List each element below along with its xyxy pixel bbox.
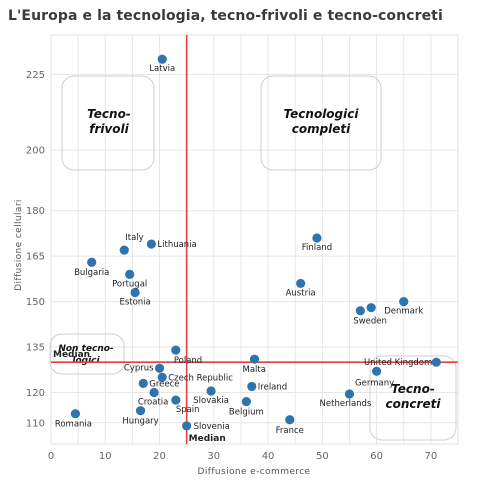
point-lithuania [146, 239, 156, 249]
y-tick-label: 135 [26, 343, 45, 354]
plot-frame [50, 34, 459, 445]
point-hungary [135, 406, 146, 416]
point-poland [171, 345, 181, 355]
chart-title: L'Europa e la tecnologia, tecno-frivoli … [8, 8, 443, 24]
quadrant-box-non-tecnologici [49, 333, 125, 375]
point-estonia [130, 287, 140, 298]
point-label-greece: Greece [149, 379, 179, 389]
point-portugal [125, 269, 135, 279]
point-label-italy: Italy [125, 233, 143, 243]
quadrant-label-non-tecnologici: Non tecno-logici [58, 344, 114, 366]
point-bulgaria [87, 257, 97, 267]
x-tick-label: 60 [370, 451, 383, 462]
y-tick-label: 200 [26, 146, 45, 157]
point-spain [171, 395, 181, 405]
y-axis-title: Diffusione cellulari [14, 199, 24, 291]
quadrant-box-tecnologici-completi [260, 75, 382, 171]
x-tick-label: 20 [153, 451, 166, 462]
x-tick-label: 10 [99, 451, 112, 462]
point-sweden [355, 306, 365, 316]
point-label-united-kingdom: United Kingdom [364, 358, 432, 368]
point-label-czech-republic: Czech Republic [168, 373, 233, 383]
x-tick-label: 0 [48, 451, 54, 462]
point-label-hungary: Hungary [122, 417, 158, 427]
grid-lines [50, 34, 459, 445]
point-label-estonia: Estonia [119, 298, 150, 308]
point-label-bulgaria: Bulgaria [74, 268, 109, 278]
median-label-vertical: Median [189, 434, 226, 444]
point-label-denmark: Denmark [384, 307, 423, 317]
point-label-malta: Malta [243, 365, 266, 375]
point-cyprus [154, 363, 165, 373]
point-label-lithuania: Lithuania [157, 240, 196, 250]
point-label-germany: Germany [355, 378, 394, 388]
point-label-slovakia: Slovakia [193, 396, 229, 406]
y-tick-label: 165 [26, 252, 45, 263]
point-slovenia [182, 421, 192, 431]
y-tick-label: 120 [26, 388, 45, 399]
point-austria [296, 278, 306, 289]
point-belgium [241, 396, 251, 407]
point-united-kingdom [431, 357, 441, 367]
x-axis-title: Diffusione e-commerce [198, 467, 311, 477]
point-label-austria: Austria [286, 288, 316, 298]
point-finland [312, 233, 322, 243]
point-label-portugal: Portugal [112, 279, 147, 289]
quadrant-label-tecno-frivoli: Tecno-frivoli [87, 107, 131, 136]
point-denmark [399, 297, 409, 307]
point-sweden [366, 303, 376, 313]
point-label-poland: Poland [174, 356, 202, 366]
point-label-latvia: Latvia [149, 64, 175, 74]
point-label-croatia: Croatia [138, 397, 169, 407]
quadrant-label-tecno-concreti: Tecno-concreti [386, 382, 442, 411]
x-tick-label: 50 [316, 451, 329, 462]
point-label-netherlands: Netherlands [320, 399, 372, 409]
point-france [285, 415, 295, 425]
y-tick-label: 225 [26, 70, 45, 81]
point-label-belgium: Belgium [229, 408, 264, 418]
x-tick-label: 70 [424, 451, 437, 462]
point-ireland [247, 381, 257, 392]
y-tick-label: 180 [26, 206, 45, 217]
point-germany [372, 366, 382, 376]
point-label-ireland: Ireland [258, 382, 287, 392]
quadrant-box-tecno-concreti [369, 355, 457, 441]
point-label-sweden: Sweden [353, 317, 387, 327]
point-croatia [149, 387, 159, 398]
point-slovakia [206, 386, 216, 396]
point-label-romania: Romania [55, 420, 92, 430]
point-latvia [157, 54, 167, 64]
point-label-finland: Finland [302, 243, 332, 253]
point-label-france: France [276, 426, 304, 436]
median-label-horizontal: Median [53, 350, 90, 360]
point-czech-republic [157, 372, 167, 382]
data-points [70, 54, 441, 431]
quadrant-box-tecno-frivoli [61, 75, 155, 171]
point-greece [138, 378, 148, 389]
point-italy [119, 245, 129, 255]
point-label-cyprus: Cyprus [124, 363, 154, 373]
point-label-slovenia: Slovenia [194, 422, 230, 432]
point-netherlands [344, 389, 355, 399]
point-malta [249, 354, 260, 364]
point-label-spain: Spain [176, 405, 200, 415]
axis-ticks: 0 10 20 30 40 50 60 70 110 120 135 150 165 180 200 225 [26, 70, 437, 462]
quadrant-label-tecnologici-completi: Tecnologici completi [284, 107, 360, 136]
y-tick-label: 150 [26, 297, 45, 308]
x-tick-label: 30 [207, 451, 220, 462]
point-romania [70, 409, 81, 419]
y-tick-label: 110 [26, 418, 45, 429]
x-tick-label: 40 [262, 451, 275, 462]
quadrant-boxes: Tecno-frivoli Tecnologici completi Non tecn… [49, 75, 457, 441]
